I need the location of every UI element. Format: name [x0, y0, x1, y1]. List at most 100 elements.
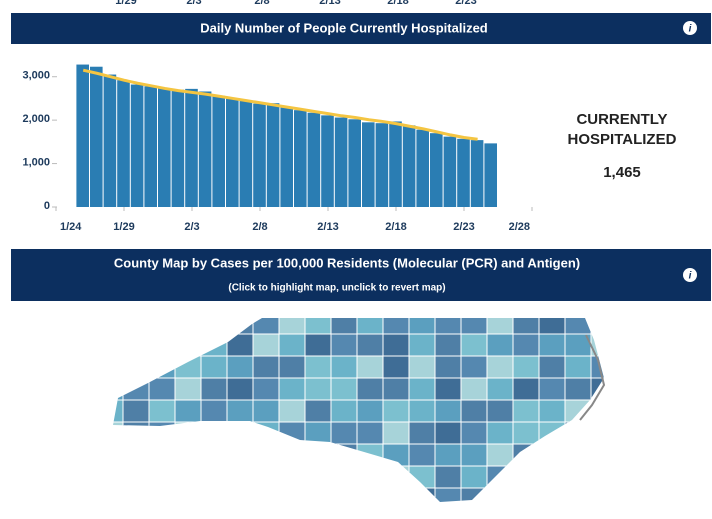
county[interactable] — [382, 399, 410, 423]
county[interactable] — [226, 312, 254, 335]
county[interactable] — [434, 377, 462, 401]
county[interactable] — [460, 312, 488, 335]
county[interactable] — [122, 421, 150, 445]
county[interactable] — [330, 443, 358, 467]
county[interactable] — [434, 487, 462, 510]
county[interactable] — [278, 465, 306, 489]
county[interactable] — [460, 333, 488, 357]
county[interactable] — [97, 487, 124, 510]
county[interactable] — [512, 399, 540, 423]
county[interactable] — [200, 421, 228, 445]
county[interactable] — [356, 443, 384, 467]
county[interactable] — [304, 465, 332, 489]
county[interactable] — [564, 421, 592, 445]
county[interactable] — [330, 399, 358, 423]
county[interactable] — [252, 443, 280, 467]
county[interactable] — [356, 355, 384, 379]
county[interactable] — [148, 312, 176, 335]
county[interactable] — [486, 399, 514, 423]
county[interactable] — [590, 421, 617, 445]
county[interactable] — [564, 355, 592, 379]
county[interactable] — [174, 377, 202, 401]
county[interactable] — [97, 443, 124, 467]
county[interactable] — [97, 333, 124, 357]
county[interactable] — [382, 377, 410, 401]
county[interactable] — [278, 377, 306, 401]
county[interactable] — [538, 443, 566, 467]
county[interactable] — [278, 355, 306, 379]
county[interactable] — [97, 355, 124, 379]
county[interactable] — [330, 487, 358, 510]
county[interactable] — [252, 355, 280, 379]
county[interactable] — [512, 487, 540, 510]
county[interactable] — [304, 421, 332, 445]
county[interactable] — [200, 333, 228, 357]
county[interactable] — [538, 312, 566, 335]
county[interactable] — [278, 421, 306, 445]
county[interactable] — [486, 377, 514, 401]
county[interactable] — [512, 443, 540, 467]
county[interactable] — [304, 399, 332, 423]
county[interactable] — [304, 312, 332, 335]
info-button[interactable] — [683, 21, 697, 35]
county[interactable] — [252, 421, 280, 445]
county[interactable] — [538, 487, 566, 510]
county[interactable] — [97, 377, 124, 401]
county[interactable] — [330, 421, 358, 445]
info-icon[interactable]: i — [689, 24, 692, 35]
county[interactable] — [460, 487, 488, 510]
county[interactable] — [434, 399, 462, 423]
county[interactable] — [590, 312, 617, 335]
county[interactable] — [122, 399, 150, 423]
county[interactable] — [408, 465, 436, 489]
county[interactable] — [590, 465, 617, 489]
county[interactable] — [226, 443, 254, 467]
county[interactable] — [590, 355, 617, 379]
county[interactable] — [434, 355, 462, 379]
county[interactable] — [252, 377, 280, 401]
county[interactable] — [486, 312, 514, 335]
county[interactable] — [382, 333, 410, 357]
county[interactable] — [356, 399, 384, 423]
county[interactable] — [486, 487, 514, 510]
county[interactable] — [148, 399, 176, 423]
county[interactable] — [460, 377, 488, 401]
county[interactable] — [356, 465, 384, 489]
county[interactable] — [512, 333, 540, 357]
county[interactable] — [460, 465, 488, 489]
county[interactable] — [408, 443, 436, 467]
county[interactable] — [408, 355, 436, 379]
county[interactable] — [408, 333, 436, 357]
county[interactable] — [486, 465, 514, 489]
county[interactable] — [356, 377, 384, 401]
county[interactable] — [512, 377, 540, 401]
county[interactable] — [278, 487, 306, 510]
county[interactable] — [252, 333, 280, 357]
county[interactable] — [460, 399, 488, 423]
county[interactable] — [486, 355, 514, 379]
county[interactable] — [382, 465, 410, 489]
county[interactable] — [200, 487, 228, 510]
county[interactable] — [97, 465, 124, 489]
info-button[interactable] — [683, 268, 697, 282]
county[interactable] — [538, 399, 566, 423]
county[interactable] — [122, 355, 150, 379]
county[interactable] — [174, 355, 202, 379]
county[interactable] — [382, 443, 410, 467]
county[interactable] — [486, 421, 514, 445]
county[interactable] — [330, 355, 358, 379]
county[interactable] — [434, 443, 462, 467]
county[interactable] — [590, 443, 617, 467]
county[interactable] — [408, 377, 436, 401]
county[interactable] — [174, 399, 202, 423]
county[interactable] — [304, 487, 332, 510]
county[interactable] — [226, 399, 254, 423]
county[interactable] — [356, 333, 384, 357]
county[interactable] — [538, 333, 566, 357]
county[interactable] — [460, 421, 488, 445]
county[interactable] — [200, 443, 228, 467]
county[interactable] — [564, 443, 592, 467]
county[interactable] — [330, 465, 358, 489]
county[interactable] — [200, 355, 228, 379]
county[interactable] — [460, 355, 488, 379]
